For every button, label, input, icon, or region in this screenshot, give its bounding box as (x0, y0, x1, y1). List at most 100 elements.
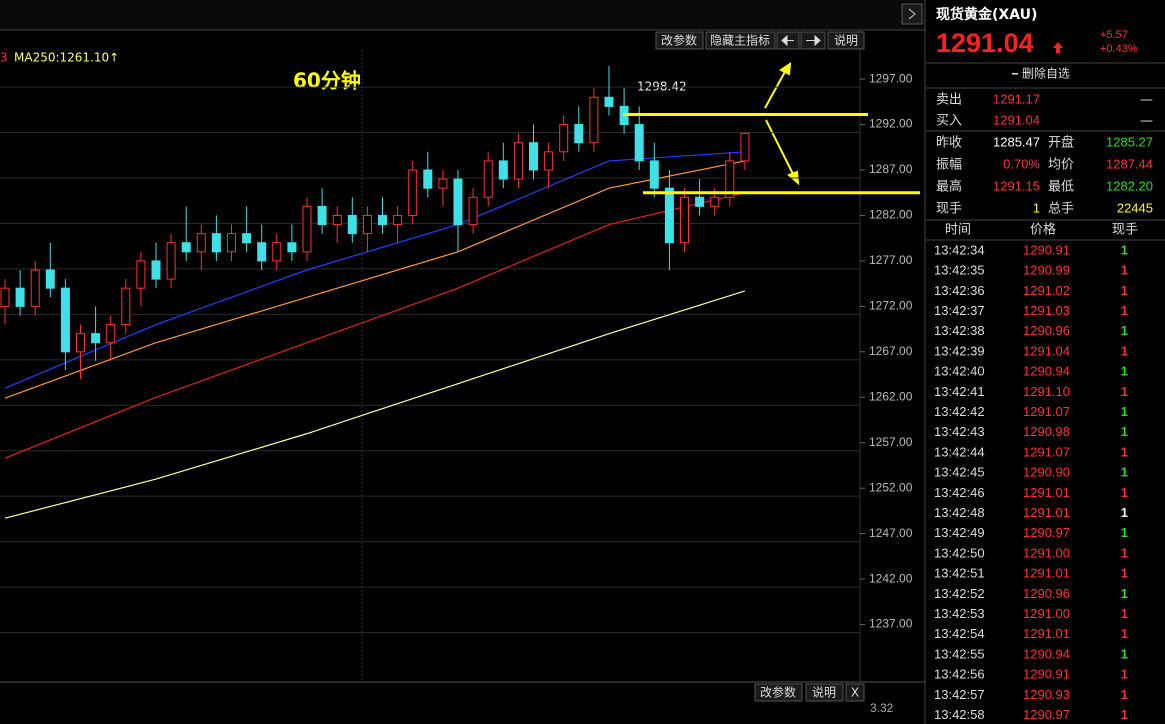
button[interactable] (805, 683, 844, 702)
trade-time: 13:42:48 (934, 505, 985, 520)
trade-volume: 1 (1121, 707, 1128, 722)
arrow-right (806, 34, 821, 47)
button[interactable] (827, 31, 865, 50)
trade-price: 1290.97 (1023, 707, 1070, 722)
quote-label: 卖出 (936, 93, 962, 108)
candle-body (166, 242, 176, 280)
quote-value: 1285.47 (993, 134, 1040, 149)
trade-price: 1291.03 (1023, 303, 1070, 318)
quote-dash: — (1140, 114, 1153, 129)
button-label[interactable]: 说明 (812, 685, 836, 700)
trade-volume: 1 (1121, 283, 1128, 298)
candle-body (559, 124, 569, 153)
trade-price: 1291.01 (1023, 485, 1070, 500)
close-button[interactable] (845, 683, 865, 702)
quote-dash: — (1140, 93, 1153, 108)
trade-price: 1291.00 (1023, 606, 1070, 621)
trade-volume: 1 (1121, 687, 1128, 702)
candle-body (196, 233, 206, 253)
y-tick-label: 1287.00 (869, 162, 913, 176)
trade-price: 1291.01 (1023, 505, 1070, 520)
quote-price: 1291.04 (936, 28, 1034, 58)
trade-time: 13:42:58 (934, 707, 985, 722)
trade-volume: 1 (1121, 646, 1128, 661)
candle-body (634, 124, 644, 162)
candle-body (468, 196, 478, 226)
candle-body (453, 178, 463, 226)
quote-value: 0.70% (1003, 156, 1040, 171)
trade-price: 1291.01 (1023, 566, 1070, 581)
trade-price: 1290.94 (1023, 364, 1070, 379)
candle-body (332, 214, 342, 226)
candle-body (740, 132, 750, 162)
trade-price: 1291.07 (1023, 404, 1070, 419)
candle-body (257, 242, 267, 262)
quote-value: 1285.27 (1106, 134, 1153, 149)
trade-price: 1290.97 (1023, 525, 1070, 540)
trade-time: 13:42:56 (934, 667, 985, 682)
trade-time: 13:42:37 (934, 303, 985, 318)
quote-value: 1291.15 (993, 178, 1040, 193)
trade-time: 13:42:45 (934, 465, 985, 480)
candle-body (513, 142, 523, 180)
quote-value: 1287.44 (1106, 156, 1153, 171)
candle-body (710, 196, 720, 207)
arrow-left (781, 34, 794, 47)
axis-fragment: 3.32 (870, 701, 894, 715)
trade-volume: 1 (1121, 323, 1128, 338)
candle-body (498, 160, 508, 180)
ma-label: MA250:1261.10↑ (14, 51, 119, 65)
quote-label: 振幅 (936, 158, 962, 173)
quote-label: 总手 (1048, 202, 1074, 217)
button[interactable] (754, 683, 803, 702)
candle-body (393, 214, 403, 226)
trade-volume: 1 (1121, 545, 1128, 560)
trade-price: 1290.96 (1023, 586, 1070, 601)
trade-volume: 1 (1121, 586, 1128, 601)
candle-body (15, 287, 25, 307)
trade-volume: 1 (1121, 364, 1128, 379)
ma-line (4, 290, 746, 519)
trade-time: 13:42:51 (934, 566, 985, 581)
trade-volume: 1 (1121, 384, 1128, 399)
collapse-button[interactable] (901, 3, 923, 25)
table-header: 现手 (1112, 223, 1138, 238)
button[interactable] (655, 31, 704, 50)
trade-volume: 1 (1121, 626, 1128, 641)
y-tick-label: 1257.00 (869, 435, 913, 449)
button-label[interactable]: 隐藏主指标 (710, 33, 770, 48)
trade-time: 13:42:53 (934, 606, 985, 621)
candle-body (347, 214, 357, 235)
annotation: 60分钟 (293, 69, 361, 93)
arrows (764, 61, 800, 186)
candle-body (649, 160, 659, 189)
y-tick-label: 1292.00 (869, 117, 913, 131)
quote-label: 最低 (1048, 180, 1074, 195)
candle-body (664, 187, 674, 244)
trade-price: 1290.91 (1023, 242, 1070, 257)
remove-icon (1012, 73, 1018, 75)
y-tick-label: 1277.00 (869, 253, 913, 267)
button[interactable] (705, 31, 776, 50)
button-label[interactable]: 说明 (834, 33, 858, 48)
trade-time: 13:42:52 (934, 586, 985, 601)
button-label[interactable]: 改参数 (661, 33, 697, 48)
trade-volume: 1 (1121, 444, 1128, 459)
button-label[interactable]: 改参数 (760, 685, 796, 700)
candle-body (680, 196, 689, 244)
trade-volume: 1 (1121, 465, 1128, 480)
candle-body (408, 169, 418, 216)
candle-body (30, 269, 40, 307)
candle-body (378, 214, 387, 226)
trade-time: 13:42:38 (934, 323, 985, 338)
trade-volume: 1 (1121, 525, 1128, 540)
quote-title: 现货黄金(XAU) (936, 6, 1037, 23)
candle-body (544, 151, 554, 171)
candle-body (211, 233, 221, 253)
button-label[interactable]: X (851, 686, 859, 700)
y-tick-label: 1242.00 (869, 571, 913, 585)
y-tick-label: 1297.00 (869, 71, 913, 85)
remove-link[interactable]: 删除自选 (1022, 66, 1070, 81)
trade-volume: 1 (1121, 505, 1128, 520)
